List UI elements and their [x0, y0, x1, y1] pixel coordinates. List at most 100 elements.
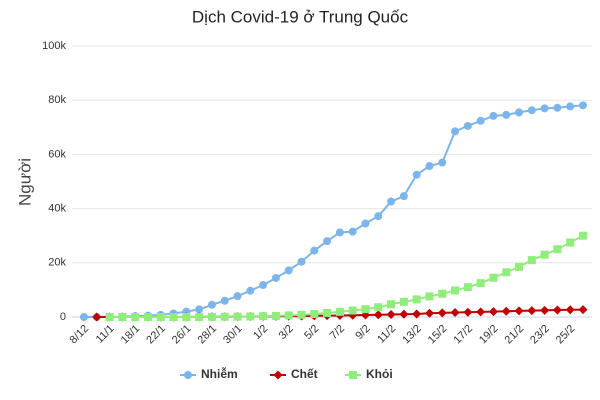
point	[182, 313, 191, 321]
legend-label: Chết	[291, 367, 318, 381]
point	[565, 305, 575, 315]
point	[92, 312, 102, 322]
x-tick-label: 21/2	[503, 323, 527, 347]
x-tick-label: 22/1	[144, 323, 168, 347]
point	[387, 197, 396, 206]
point	[374, 212, 383, 221]
point	[271, 273, 280, 282]
point	[220, 296, 229, 305]
legend-marker	[349, 371, 357, 379]
point	[412, 309, 422, 319]
x-tick-label: 11/2	[375, 323, 398, 346]
chart-title: Dịch Covid-19 ở Trung Quốc	[192, 7, 409, 26]
point	[386, 310, 396, 320]
point	[515, 108, 524, 117]
point	[489, 111, 498, 120]
x-tick-label: 26/1	[170, 323, 194, 347]
point	[323, 237, 332, 246]
point	[438, 158, 447, 167]
legend-marker	[184, 371, 192, 379]
x-tick-label: 18/1	[119, 323, 143, 347]
x-tick-label: 28/1	[195, 323, 219, 347]
x-tick-label: 19/2	[477, 323, 501, 347]
x-tick-label: 5/2	[302, 323, 321, 342]
point	[540, 305, 550, 315]
point	[527, 256, 536, 265]
point	[387, 300, 396, 309]
point	[297, 257, 306, 266]
point	[579, 101, 587, 110]
y-tick-label: 0	[60, 311, 66, 323]
point	[489, 273, 498, 282]
x-tick-label: 3/2	[277, 323, 296, 342]
y-tick-label: 100k	[42, 40, 66, 52]
x-tick-label: 11/1	[94, 323, 117, 346]
point	[335, 228, 344, 237]
point	[284, 266, 293, 275]
x-tick-label: 7/2	[328, 323, 347, 342]
x-tick-label: 15/2	[426, 323, 450, 347]
legend-label: Khỏi	[366, 367, 393, 381]
point	[425, 292, 434, 301]
point	[476, 307, 486, 317]
point	[233, 292, 242, 301]
point	[131, 313, 140, 321]
point	[156, 313, 165, 321]
point	[220, 312, 229, 321]
point	[412, 295, 421, 304]
x-tick-label: 1/2	[251, 323, 270, 342]
point	[399, 192, 408, 201]
point	[80, 313, 88, 321]
y-axis-label: Người	[15, 158, 34, 206]
y-tick-label: 60k	[48, 148, 66, 160]
point	[399, 297, 408, 306]
point	[450, 307, 460, 317]
point	[488, 307, 498, 317]
point	[271, 311, 280, 320]
x-tick-label: 13/2	[400, 323, 424, 347]
point	[195, 305, 204, 314]
point	[566, 102, 575, 111]
point	[451, 286, 460, 295]
legend-marker	[273, 370, 283, 380]
point	[207, 300, 216, 309]
series-line	[109, 234, 584, 318]
point	[553, 103, 562, 112]
point	[476, 279, 485, 288]
x-tick-label: 25/2	[554, 323, 578, 347]
point	[515, 262, 524, 271]
point	[374, 303, 383, 312]
point	[143, 313, 152, 321]
point	[246, 312, 255, 321]
point	[284, 311, 293, 320]
point	[438, 289, 447, 298]
point	[373, 310, 383, 320]
point	[476, 116, 485, 125]
point	[540, 250, 549, 259]
point	[566, 238, 575, 247]
point	[527, 306, 537, 316]
point	[259, 281, 268, 290]
point	[399, 309, 409, 319]
point	[540, 104, 549, 113]
point	[502, 268, 511, 277]
point	[297, 310, 306, 319]
point	[463, 307, 473, 317]
point	[502, 110, 511, 119]
point	[463, 121, 472, 130]
x-tick-label: 8/12	[68, 323, 92, 347]
point	[553, 245, 562, 254]
point	[425, 162, 434, 171]
x-tick-label: 9/2	[353, 323, 372, 342]
point	[361, 219, 370, 228]
x-tick-label: 30/1	[221, 323, 245, 347]
point	[259, 312, 268, 321]
point	[348, 227, 357, 236]
point	[310, 310, 319, 319]
point	[195, 313, 204, 321]
point	[169, 313, 178, 321]
series-line	[84, 104, 584, 318]
point	[310, 246, 319, 255]
point	[348, 306, 357, 315]
